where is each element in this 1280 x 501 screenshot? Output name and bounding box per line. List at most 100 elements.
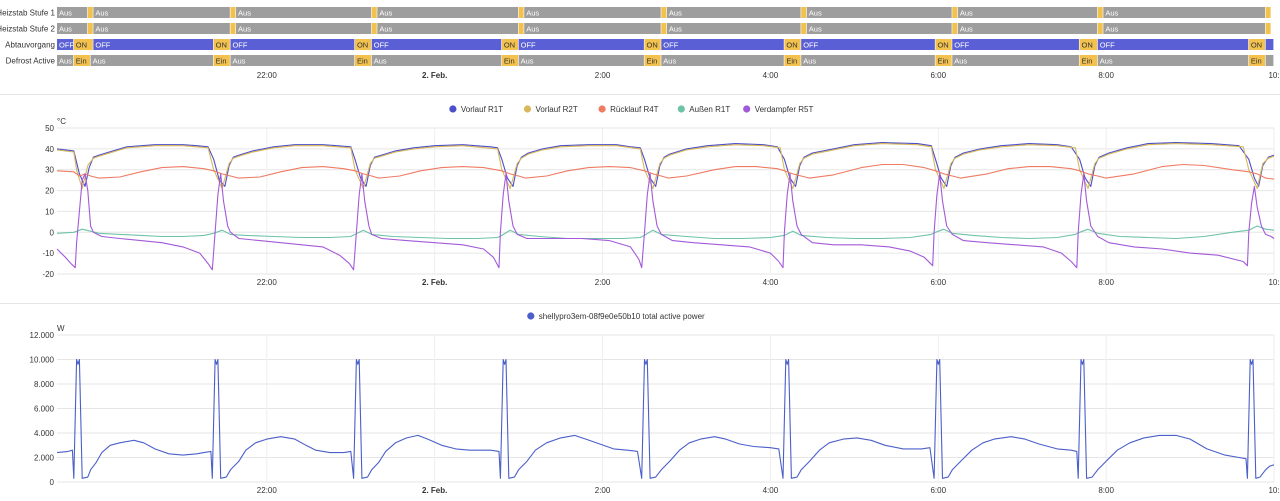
timeline-segment-label: Aus <box>379 9 392 18</box>
timeline-segment[interactable] <box>236 23 372 34</box>
timeline-segment[interactable] <box>524 23 661 34</box>
timeline-segment[interactable] <box>501 39 519 50</box>
timeline-segment[interactable] <box>93 23 230 34</box>
timeline-segment[interactable] <box>784 55 801 66</box>
timeline-segment[interactable] <box>213 39 230 50</box>
timeline-segment[interactable] <box>661 55 784 66</box>
timeline-segment[interactable] <box>354 39 372 50</box>
timeline-segment[interactable] <box>801 55 935 66</box>
timeline-segment[interactable] <box>957 23 1098 34</box>
timeline-segment[interactable] <box>806 23 952 34</box>
timeline-segment-label: Aus <box>1100 57 1113 66</box>
timeline-segment[interactable] <box>518 23 524 34</box>
timeline-segment[interactable] <box>1265 23 1271 34</box>
legend-marker[interactable] <box>449 105 457 113</box>
y-tick-label: 30 <box>45 166 54 175</box>
timeline-segment[interactable] <box>524 7 661 18</box>
timeline-segment[interactable] <box>501 55 519 66</box>
timeline-segment[interactable] <box>87 23 93 34</box>
timeline-segment[interactable] <box>57 39 74 50</box>
legend-marker[interactable] <box>598 105 606 113</box>
timeline-segment[interactable] <box>801 39 935 50</box>
timeline-segment[interactable] <box>518 7 524 18</box>
timeline-segment[interactable] <box>213 55 230 66</box>
timeline-segment[interactable] <box>1097 7 1103 18</box>
timeline-segment[interactable] <box>230 7 236 18</box>
legend-label[interactable]: Verdampfer R5T <box>755 105 814 114</box>
timeline-segment-label: OFF <box>374 41 389 50</box>
timeline-segment[interactable] <box>57 23 88 34</box>
timeline-segment[interactable] <box>87 7 93 18</box>
legend-marker[interactable] <box>523 105 532 113</box>
legend-label[interactable]: shellypro3em-08f9e0e50b10 total active p… <box>539 312 705 321</box>
timeline-segment[interactable] <box>935 39 952 50</box>
timeline-segment[interactable] <box>952 7 958 18</box>
timeline-segment[interactable] <box>1079 39 1098 50</box>
timeline-segment[interactable] <box>1097 55 1249 66</box>
timeline-segment[interactable] <box>230 55 355 66</box>
timeline-segment[interactable] <box>666 7 801 18</box>
timeline-segment[interactable] <box>57 55 74 66</box>
timeline-segment[interactable] <box>661 23 667 34</box>
timeline-segment[interactable] <box>371 55 502 66</box>
timeline-segment[interactable] <box>230 23 236 34</box>
timeline-segment[interactable] <box>73 55 90 66</box>
timeline-segment[interactable] <box>952 39 1079 50</box>
timeline-segment[interactable] <box>93 39 214 50</box>
timeline-segment[interactable] <box>90 55 214 66</box>
timeline-segment[interactable] <box>354 55 372 66</box>
timeline-segment[interactable] <box>518 39 644 50</box>
timeline-segment[interactable] <box>952 55 1079 66</box>
timeline-segment[interactable] <box>644 55 661 66</box>
legend-label[interactable]: Vorlauf R2T <box>536 105 578 114</box>
timeline-segment[interactable] <box>661 39 784 50</box>
timeline-segment[interactable] <box>93 7 230 18</box>
timeline-segment-label: Aus <box>232 57 245 66</box>
timeline-segment-label: Aus <box>669 25 682 34</box>
timeline-segment-label: Aus <box>809 25 822 34</box>
timeline-segment[interactable] <box>661 7 667 18</box>
legend-marker[interactable] <box>743 105 751 113</box>
timeline-segment[interactable] <box>518 55 644 66</box>
timeline-segment[interactable] <box>371 7 377 18</box>
timeline-segment[interactable] <box>371 39 502 50</box>
timeline-segment[interactable] <box>952 23 958 34</box>
timeline-segment[interactable] <box>1265 39 1274 50</box>
timeline-segment[interactable] <box>801 23 807 34</box>
legend-label[interactable]: Außen R1T <box>689 105 730 114</box>
legend-marker[interactable] <box>527 312 535 320</box>
timeline-segment[interactable] <box>236 7 372 18</box>
timeline-segment[interactable] <box>1097 39 1249 50</box>
timeline-segment[interactable] <box>230 39 355 50</box>
legend-label[interactable]: Vorlauf R1T <box>461 105 503 114</box>
timeline-segment[interactable] <box>806 7 952 18</box>
timeline-segment[interactable] <box>1265 7 1271 18</box>
timeline-segment[interactable] <box>1079 55 1098 66</box>
timeline-x-tick-label: 4:00 <box>763 71 779 80</box>
timeline-x-tick-label: 6:00 <box>930 71 946 80</box>
timeline-segment-label: OFF <box>663 41 678 50</box>
timeline-segment[interactable] <box>666 23 801 34</box>
legend-marker[interactable] <box>677 105 685 113</box>
timeline-segment[interactable] <box>1248 55 1266 66</box>
legend-label[interactable]: Rücklauf R4T <box>610 105 659 114</box>
timeline-segment[interactable] <box>1103 7 1266 18</box>
timeline-segment[interactable] <box>1103 23 1266 34</box>
timeline-segment[interactable] <box>784 39 801 50</box>
timeline-segment[interactable] <box>1248 39 1266 50</box>
timeline-segment[interactable] <box>73 39 93 50</box>
timeline-segment[interactable] <box>957 7 1098 18</box>
timeline-segment-label: Ein <box>216 57 227 66</box>
timeline-segment[interactable] <box>57 7 88 18</box>
timeline-segment[interactable] <box>644 39 661 50</box>
timeline-segment[interactable] <box>377 23 519 34</box>
timeline-segment[interactable] <box>1265 55 1274 66</box>
timeline-segment[interactable] <box>935 55 952 66</box>
timeline-segment[interactable] <box>1097 23 1103 34</box>
timeline-segment-label: ON <box>216 41 227 50</box>
timeline-segment[interactable] <box>801 7 807 18</box>
timeline-segment-label: Aus <box>238 25 251 34</box>
timeline-segment-label: Aus <box>374 57 387 66</box>
timeline-segment[interactable] <box>377 7 519 18</box>
timeline-segment[interactable] <box>371 23 377 34</box>
